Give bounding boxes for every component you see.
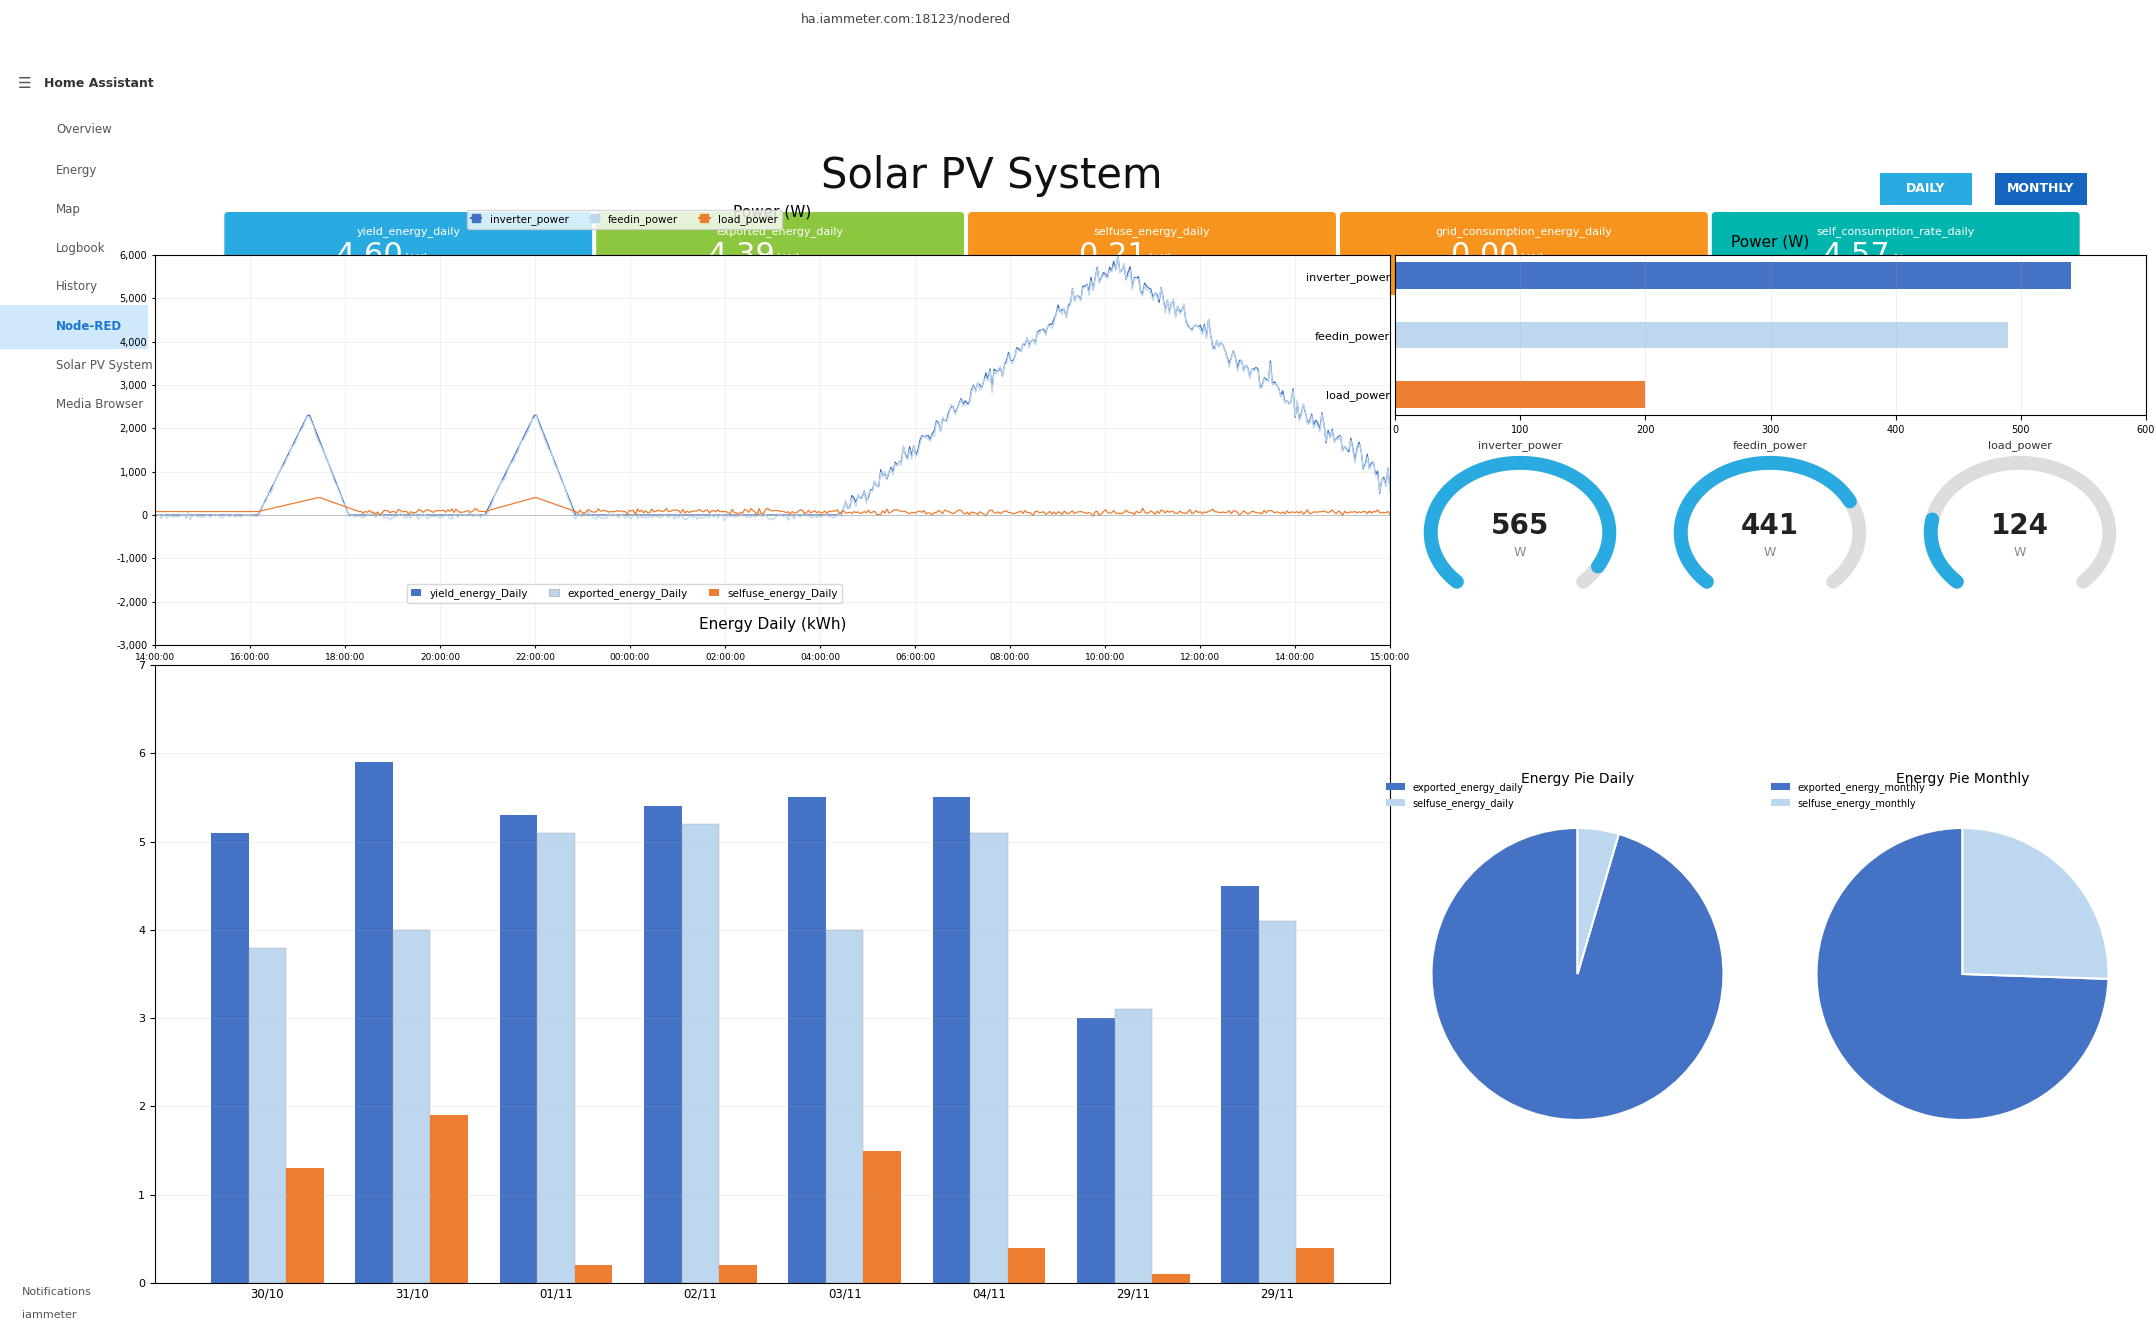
FancyBboxPatch shape (1994, 173, 2087, 205)
Bar (789, 797, 826, 1283)
Title: Energy Daily (kWh): Energy Daily (kWh) (699, 618, 845, 632)
FancyBboxPatch shape (1880, 173, 1973, 205)
Text: yield_energy_daily: yield_energy_daily (356, 227, 459, 238)
Text: Media Browser: Media Browser (56, 398, 144, 410)
Text: W: W (1764, 546, 1777, 559)
Text: iammeter: iammeter (22, 1311, 78, 1320)
Text: Solar: Solar (179, 96, 220, 113)
Wedge shape (1818, 827, 2109, 1120)
Text: Node-RED: Node-RED (179, 50, 278, 69)
Text: Map: Map (56, 203, 82, 216)
Bar (1115, 1009, 1151, 1283)
Legend: exported_energy_daily, selfuse_energy_daily: exported_energy_daily, selfuse_energy_da… (1382, 778, 1526, 813)
Bar (1259, 922, 1296, 1283)
Bar (1007, 1248, 1046, 1283)
Text: Node-RED: Node-RED (56, 320, 123, 333)
Bar (431, 1116, 468, 1283)
Text: 0.00   €: 0.00 € (1501, 272, 1546, 286)
Legend: inverter_power, feedin_power, load_power: inverter_power, feedin_power, load_power (466, 210, 783, 228)
Text: 4.60: 4.60 (336, 240, 403, 270)
Wedge shape (1962, 827, 2109, 979)
Title: Power (W): Power (W) (1731, 235, 1809, 250)
Bar (681, 823, 720, 1283)
Text: History: History (56, 280, 99, 293)
Text: feedin_power: feedin_power (1733, 440, 1807, 452)
FancyBboxPatch shape (1712, 212, 2081, 295)
Text: 0.00: 0.00 (1451, 240, 1518, 270)
Bar (720, 1266, 757, 1283)
Text: 0.21: 0.21 (1080, 240, 1147, 270)
Text: grid_consumption_energy_daily: grid_consumption_energy_daily (1436, 227, 1613, 238)
Text: MONTHLY: MONTHLY (2007, 182, 2074, 195)
Text: ☰: ☰ (17, 76, 32, 90)
Bar (1078, 1019, 1115, 1283)
Text: Logbook: Logbook (56, 242, 106, 255)
Text: kWh: kWh (405, 254, 433, 266)
Bar (500, 815, 537, 1283)
Bar (1395, 381, 1645, 408)
Text: kWh: kWh (1520, 254, 1548, 266)
Bar (537, 833, 576, 1283)
Title: Energy Pie Daily: Energy Pie Daily (1520, 772, 1634, 786)
Bar (1220, 886, 1259, 1283)
Bar (392, 930, 431, 1283)
Text: 565: 565 (1490, 511, 1550, 539)
FancyBboxPatch shape (0, 305, 149, 349)
Text: DAILY: DAILY (1906, 182, 1945, 195)
Text: Notifications: Notifications (22, 1287, 93, 1297)
Title: Energy Pie Monthly: Energy Pie Monthly (1895, 772, 2029, 786)
Legend: yield_energy_Daily, exported_energy_Daily, selfuse_energy_Daily: yield_energy_Daily, exported_energy_Dail… (407, 584, 843, 603)
FancyBboxPatch shape (1339, 212, 1708, 295)
Bar (934, 797, 970, 1283)
Text: Energy: Energy (56, 165, 97, 178)
Bar (1296, 1248, 1335, 1283)
Text: ha.iammeter.com:18123/nodered: ha.iammeter.com:18123/nodered (800, 12, 1011, 25)
Bar (1395, 262, 2072, 290)
Text: exported_energy_daily: exported_energy_daily (716, 227, 843, 238)
Text: selfuse_energy_daily: selfuse_energy_daily (1093, 227, 1210, 238)
Bar (248, 947, 287, 1283)
Wedge shape (1432, 827, 1723, 1120)
Text: Home Assistant: Home Assistant (45, 77, 153, 90)
Bar (970, 833, 1007, 1283)
FancyBboxPatch shape (224, 212, 593, 295)
Text: load_power: load_power (1988, 440, 2053, 452)
Text: Solar PV System: Solar PV System (821, 155, 1162, 197)
Text: 0.13   €: 0.13 € (1130, 272, 1175, 286)
Text: Solar PV System: Solar PV System (56, 359, 153, 372)
Text: %: % (1893, 254, 1904, 266)
Text: inverter_power: inverter_power (1477, 440, 1563, 452)
Bar (287, 1169, 323, 1283)
Text: W: W (2014, 546, 2027, 559)
Bar (862, 1150, 901, 1283)
FancyBboxPatch shape (968, 212, 1337, 295)
Text: 4.39: 4.39 (707, 240, 776, 270)
Text: 4.57: 4.57 (1824, 240, 1891, 270)
Text: W: W (1514, 546, 1526, 559)
Legend: exported_energy_monthly, selfuse_energy_monthly: exported_energy_monthly, selfuse_energy_… (1766, 778, 1930, 813)
Text: 2.63   €: 2.63 € (757, 272, 802, 286)
Text: kWh: kWh (1149, 254, 1177, 266)
Bar (1151, 1274, 1190, 1283)
Text: 124: 124 (1990, 511, 2048, 539)
Bar (211, 833, 248, 1283)
Bar (826, 930, 862, 1283)
Bar (645, 806, 681, 1283)
Text: kWh: kWh (776, 254, 804, 266)
Text: 2.76   €: 2.76 € (386, 272, 431, 286)
Text: 441: 441 (1742, 511, 1798, 539)
Text: self_consumption_rate_daily: self_consumption_rate_daily (1818, 227, 1975, 238)
Bar (356, 762, 392, 1283)
FancyBboxPatch shape (597, 212, 964, 295)
Title: Power (W): Power (W) (733, 205, 811, 219)
Text: Overview: Overview (56, 124, 112, 135)
Wedge shape (1578, 827, 1619, 973)
Bar (576, 1266, 612, 1283)
Bar (1395, 321, 2009, 348)
